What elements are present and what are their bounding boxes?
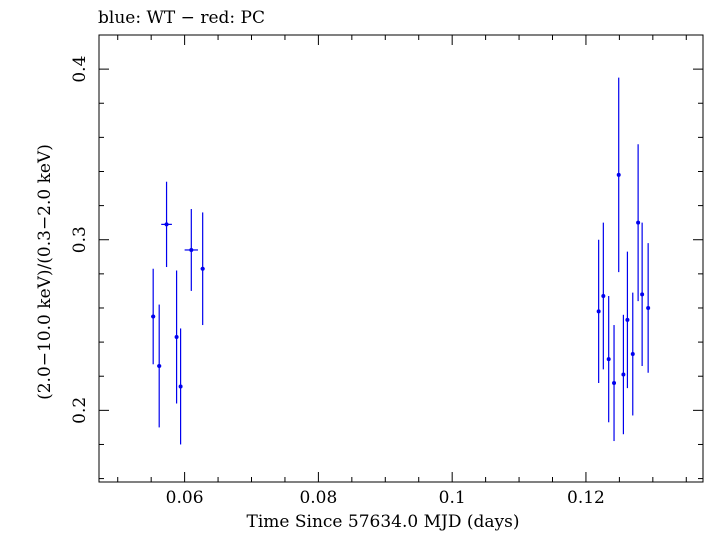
data-point — [630, 292, 635, 416]
y-tick-label: 0.3 — [70, 226, 90, 253]
point-marker — [606, 357, 611, 362]
data-point — [601, 222, 606, 370]
y-tick-label: 0.2 — [70, 397, 90, 424]
data-point — [178, 328, 183, 445]
point-marker — [178, 384, 183, 389]
point-marker — [612, 381, 617, 386]
point-marker — [174, 334, 179, 339]
point-marker — [151, 314, 156, 319]
x-axis-label: Time Since 57634.0 MJD (days) — [247, 512, 520, 532]
x-tick-label: 0.06 — [166, 488, 204, 508]
data-point — [151, 268, 156, 365]
plot-frame — [98, 34, 704, 483]
data-point — [200, 212, 205, 326]
data-point — [157, 304, 162, 428]
point-marker — [636, 220, 641, 225]
point-marker — [601, 294, 606, 299]
data-point — [161, 181, 172, 268]
point-marker — [621, 372, 626, 377]
data-point — [612, 325, 617, 442]
data-point — [184, 209, 198, 291]
point-marker — [640, 292, 645, 297]
point-marker — [630, 352, 635, 357]
point-marker — [596, 309, 601, 314]
data-point — [596, 239, 601, 384]
data-point — [636, 144, 641, 302]
data-point — [606, 296, 611, 423]
data-point — [640, 222, 645, 366]
point-marker — [189, 247, 194, 252]
point-marker — [200, 266, 205, 271]
data-point — [174, 270, 179, 404]
y-axis-label: (2.0−10.0 keV)/(0.3−2.0 keV) — [35, 144, 55, 400]
point-marker — [625, 317, 630, 322]
x-tick-label: 0.1 — [439, 488, 466, 508]
x-tick-label: 0.12 — [567, 488, 605, 508]
data-point — [616, 77, 621, 273]
data-point — [621, 314, 626, 435]
chart-title: blue: WT − red: PC — [98, 8, 265, 28]
point-marker — [616, 172, 621, 177]
point-marker — [164, 222, 169, 227]
x-tick-label: 0.08 — [299, 488, 337, 508]
point-marker — [157, 363, 162, 368]
data-point — [625, 251, 630, 389]
data-point — [646, 243, 651, 373]
data-points — [151, 77, 651, 445]
y-tick-label: 0.4 — [70, 56, 90, 83]
axis-tick-labels: 0.06 0.08 0.1 0.12 0.2 0.3 0.4 — [70, 56, 605, 508]
point-marker — [646, 305, 651, 310]
